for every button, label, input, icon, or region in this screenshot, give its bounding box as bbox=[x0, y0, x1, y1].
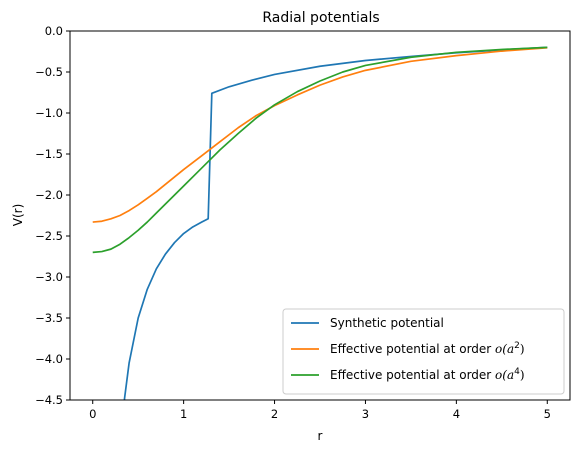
series-line-3 bbox=[92, 46, 548, 254]
chart-title: Radial potentials bbox=[262, 10, 379, 26]
x-axis: 0 1 2 3 4 5 bbox=[89, 400, 551, 421]
x-axis-label: r bbox=[318, 429, 323, 443]
x-tick-label: 3 bbox=[362, 407, 369, 421]
y-tick-label: −3.5 bbox=[35, 311, 63, 325]
y-tick-label: −0.5 bbox=[35, 65, 63, 79]
plot-frame bbox=[69, 30, 571, 401]
y-tick-label: −3.0 bbox=[35, 270, 63, 284]
legend: Synthetic potential Effective potential a… bbox=[282, 308, 565, 395]
x-tick-label: 4 bbox=[453, 407, 460, 421]
y-tick-label: −4.5 bbox=[35, 393, 63, 407]
legend-box bbox=[282, 308, 565, 395]
y-tick-label: 0.0 bbox=[45, 24, 63, 38]
y-tick-label: −2.0 bbox=[35, 188, 63, 202]
series-layer bbox=[92, 46, 548, 400]
series-line-1 bbox=[123, 46, 548, 400]
y-tick-label: −1.0 bbox=[35, 106, 63, 120]
legend-entry-1: Synthetic potential bbox=[330, 316, 444, 330]
legend-entry-3: Effective potential at order o(a4) bbox=[330, 367, 525, 382]
x-tick-label: 0 bbox=[89, 407, 96, 421]
y-axis-label: V(r) bbox=[11, 204, 25, 227]
y-tick-label: −2.5 bbox=[35, 229, 63, 243]
legend-entry-2: Effective potential at order o(a2) bbox=[330, 341, 525, 356]
x-tick-label: 2 bbox=[271, 407, 278, 421]
y-axis: 0.0 −0.5 −1.0 −1.5 −2.0 −2.5 −3.0 −3.5 −4.0 −4.5 bbox=[35, 24, 70, 407]
y-tick-label: −4.0 bbox=[35, 352, 63, 366]
y-tick-label: −1.5 bbox=[35, 147, 63, 161]
series-line-2 bbox=[92, 46, 548, 223]
x-tick-label: 1 bbox=[180, 407, 187, 421]
x-tick-label: 5 bbox=[544, 407, 551, 421]
